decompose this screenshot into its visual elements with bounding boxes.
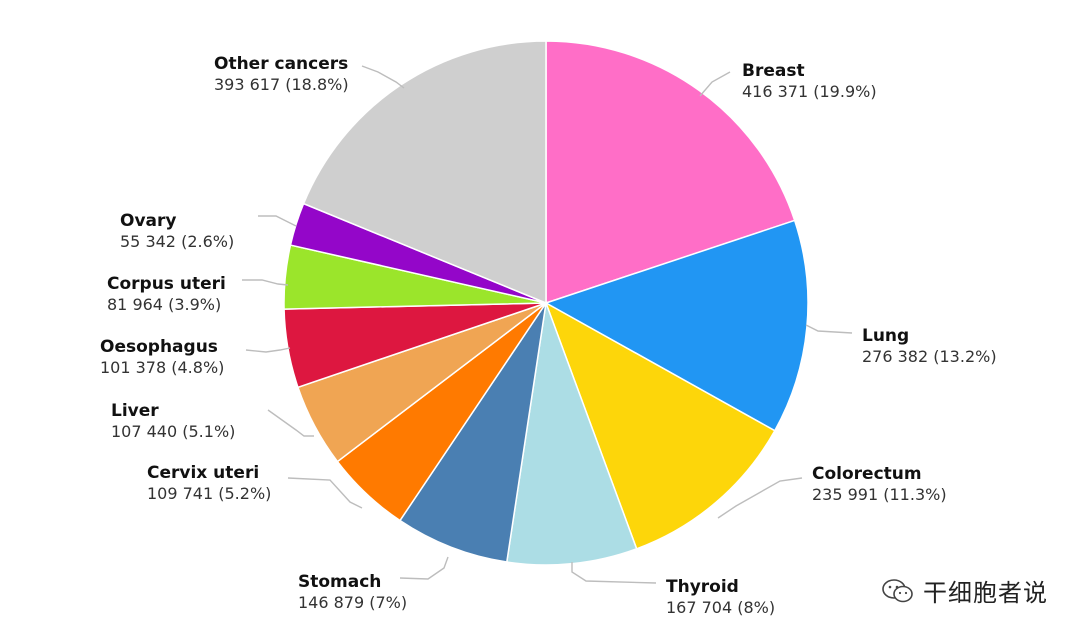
leader-line-ovary — [258, 215, 297, 227]
pie-slice-colorectum — [544, 301, 776, 550]
pie-slice-lung — [544, 219, 809, 432]
watermark-text: 干细胞者说 — [923, 579, 1048, 607]
slice-label-colorectum: Colorectum — [812, 464, 922, 484]
leader-line-other-cancers — [361, 65, 405, 89]
leader-line-corpus-uteri — [242, 279, 289, 286]
slice-label-stomach: Stomach — [298, 572, 381, 592]
slice-label-lung: Lung — [862, 326, 909, 346]
leader-line-breast — [699, 71, 731, 97]
slice-label-thyroid: Thyroid — [666, 577, 739, 597]
slice-label-oesophagus: Oesophagus — [100, 337, 218, 357]
leader-line-liver — [267, 409, 314, 437]
pie-slice-breast — [545, 40, 796, 305]
watermark: 干细胞者说 — [881, 573, 1048, 608]
slice-label-liver: Liver — [111, 401, 159, 421]
leader-line-stomach — [399, 556, 449, 580]
wechat-icon — [882, 578, 913, 602]
slice-value-liver: 107 440 (5.1%) — [111, 422, 235, 441]
slice-value-other-cancers: 393 617 (18.8%) — [214, 75, 349, 94]
slice-label-breast: Breast — [742, 61, 805, 81]
leader-line-lung — [805, 324, 853, 334]
slice-label-corpus-uteri: Corpus uteri — [107, 274, 226, 294]
leader-line-thyroid — [571, 562, 657, 584]
slice-value-lung: 276 382 (13.2%) — [862, 347, 997, 366]
slice-value-colorectum: 235 991 (11.3%) — [812, 485, 947, 504]
pie-slice-stomach — [398, 302, 547, 563]
slice-value-oesophagus: 101 378 (4.8%) — [100, 358, 224, 377]
slice-label-ovary: Ovary — [120, 211, 176, 231]
leader-line-cervix-uteri — [287, 477, 363, 509]
slice-value-ovary: 55 342 (2.6%) — [120, 232, 234, 251]
slice-value-corpus-uteri: 81 964 (3.9%) — [107, 295, 221, 314]
slice-label-other-cancers: Other cancers — [214, 54, 348, 74]
leader-line-oesophagus — [245, 347, 291, 353]
slice-value-breast: 416 371 (19.9%) — [742, 82, 877, 101]
slice-value-stomach: 146 879 (7%) — [298, 593, 407, 612]
leader-line-colorectum — [717, 477, 803, 519]
slice-value-cervix-uteri: 109 741 (5.2%) — [147, 484, 271, 503]
slice-label-cervix-uteri: Cervix uteri — [147, 463, 259, 483]
slice-value-thyroid: 167 704 (8%) — [666, 598, 775, 617]
